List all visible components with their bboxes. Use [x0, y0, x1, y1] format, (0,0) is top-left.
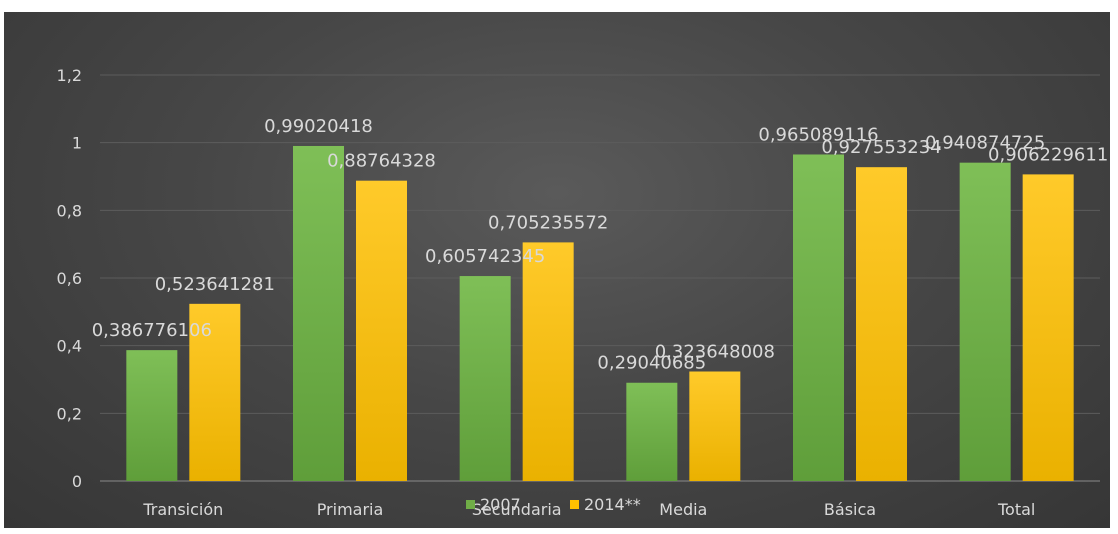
bar: [293, 145, 344, 481]
legend-label: 2014**: [584, 495, 641, 514]
x-tick-label: Primaria: [317, 500, 384, 519]
bar-chart: 0 0,2 0,4 0,6 0,8 1 1,2 Transición Primaria Secu…: [57, 66, 1109, 519]
bar: [1022, 174, 1074, 481]
x-tick-label: Secundaria: [472, 500, 562, 519]
legend: 2007 2014**: [466, 495, 641, 514]
data-label: 0,965089116: [758, 124, 878, 145]
y-tick-label: 0,6: [57, 269, 82, 288]
x-tick-label: Transición: [142, 500, 223, 519]
bars: [126, 145, 1074, 481]
chart-panel: 0 0,2 0,4 0,6 0,8 1 1,2 Transición Primaria Secu…: [4, 12, 1110, 528]
data-label: 0,523641281: [155, 274, 275, 295]
data-label: 0,323648008: [655, 341, 775, 362]
data-label: 0,386776106: [92, 320, 212, 341]
data-label: 0,88764328: [327, 151, 436, 172]
y-tick-label: 0,8: [57, 201, 82, 220]
bar: [626, 382, 678, 481]
legend-swatch: [570, 500, 579, 509]
legend-swatch: [466, 500, 475, 509]
x-tick-label: Básica: [824, 500, 876, 519]
data-label: 0,705235572: [488, 212, 608, 233]
bar: [793, 154, 844, 481]
y-axis-ticks: 0 0,2 0,4 0,6 0,8 1 1,2: [57, 66, 82, 491]
data-label: 0,29040685: [597, 353, 706, 374]
gridlines: [100, 74, 1100, 482]
data-label: 0,605742345: [425, 246, 545, 267]
bar: [856, 167, 907, 481]
x-tick-label: Total: [997, 500, 1035, 519]
bar: [126, 350, 178, 481]
y-tick-label: 0,4: [57, 337, 82, 356]
data-label: 0,940874725: [925, 133, 1045, 154]
y-tick-label: 1,2: [57, 66, 82, 85]
x-axis-ticks: Transición Primaria Secundaria Media Básica T…: [142, 500, 1035, 519]
data-label: 0,927553234: [821, 137, 941, 158]
legend-label: 2007: [480, 495, 521, 514]
data-labels: 0,386776106 0,523641281 0,99020418 0,887643…: [92, 116, 1109, 374]
bar: [522, 242, 574, 481]
y-tick-label: 0: [72, 472, 82, 491]
x-tick-label: Media: [659, 500, 707, 519]
bar: [356, 180, 407, 481]
bar: [959, 162, 1011, 481]
bar: [459, 276, 511, 481]
data-label: 0,906229611: [988, 144, 1108, 165]
bar: [689, 371, 741, 481]
data-label: 0,99020418: [264, 116, 373, 137]
y-tick-label: 1: [72, 134, 82, 153]
bar: [189, 303, 241, 481]
y-tick-label: 0,2: [57, 404, 82, 423]
